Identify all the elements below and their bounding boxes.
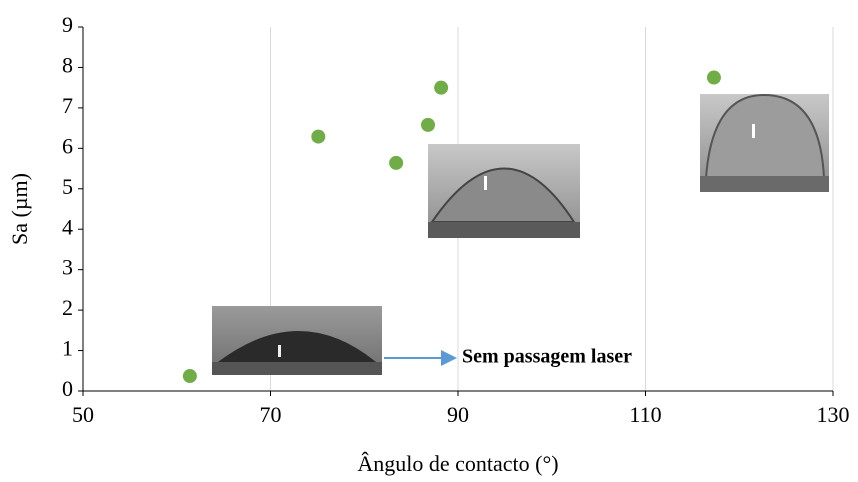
point: [311, 130, 325, 144]
y-axis-label: Sa (µm): [7, 173, 32, 245]
point: [389, 156, 403, 170]
x-tick-label: 50: [72, 402, 94, 427]
x-tick-label: 70: [260, 402, 282, 427]
y-tick-label: 6: [62, 133, 73, 158]
y-tick-label: 4: [62, 214, 73, 239]
x-axis-label: Ângulo de contacto (°): [357, 451, 558, 476]
y-tick-label: 3: [62, 255, 73, 280]
droplet-photo: [700, 94, 829, 192]
y-tick-label: 1: [62, 336, 73, 361]
x-tick-label: 110: [629, 402, 661, 427]
droplet-photo: [428, 144, 580, 238]
chart: 50 70 90 110 130 0 1 2 3 4 5 6 7 8 9 Sem passagem lase…: [0, 0, 858, 482]
x-tick-label: 90: [447, 402, 469, 427]
point: [434, 81, 448, 95]
y-tick-label: 8: [62, 52, 73, 77]
point: [707, 71, 721, 85]
y-tick-label: 9: [62, 12, 73, 37]
annotation: Sem passagem laser: [462, 346, 632, 368]
point: [421, 118, 435, 132]
y-tick-label: 7: [62, 93, 73, 118]
y-tick-label: 2: [62, 295, 73, 320]
point: [183, 369, 197, 383]
x-tick-label: 130: [817, 402, 850, 427]
y-tick-label: 5: [62, 174, 73, 199]
y-tick-label: 0: [62, 376, 73, 401]
droplet-photo: [212, 306, 382, 375]
